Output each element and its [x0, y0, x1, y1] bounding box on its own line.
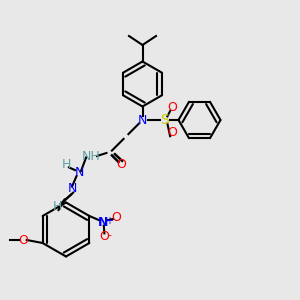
Text: H: H: [61, 158, 71, 172]
Text: N: N: [138, 113, 147, 127]
Text: H: H: [52, 200, 62, 214]
Text: NH: NH: [82, 149, 101, 163]
Text: N: N: [98, 215, 108, 229]
Text: -: -: [108, 230, 112, 241]
Text: O: O: [18, 233, 28, 247]
Text: +: +: [105, 215, 113, 226]
Text: O: O: [168, 126, 177, 139]
Text: N: N: [67, 182, 77, 196]
Text: S: S: [160, 113, 169, 127]
Text: O: O: [117, 158, 126, 172]
Text: O: O: [168, 101, 177, 114]
Text: O: O: [111, 211, 121, 224]
Text: O: O: [99, 230, 109, 244]
Text: N: N: [75, 166, 84, 179]
